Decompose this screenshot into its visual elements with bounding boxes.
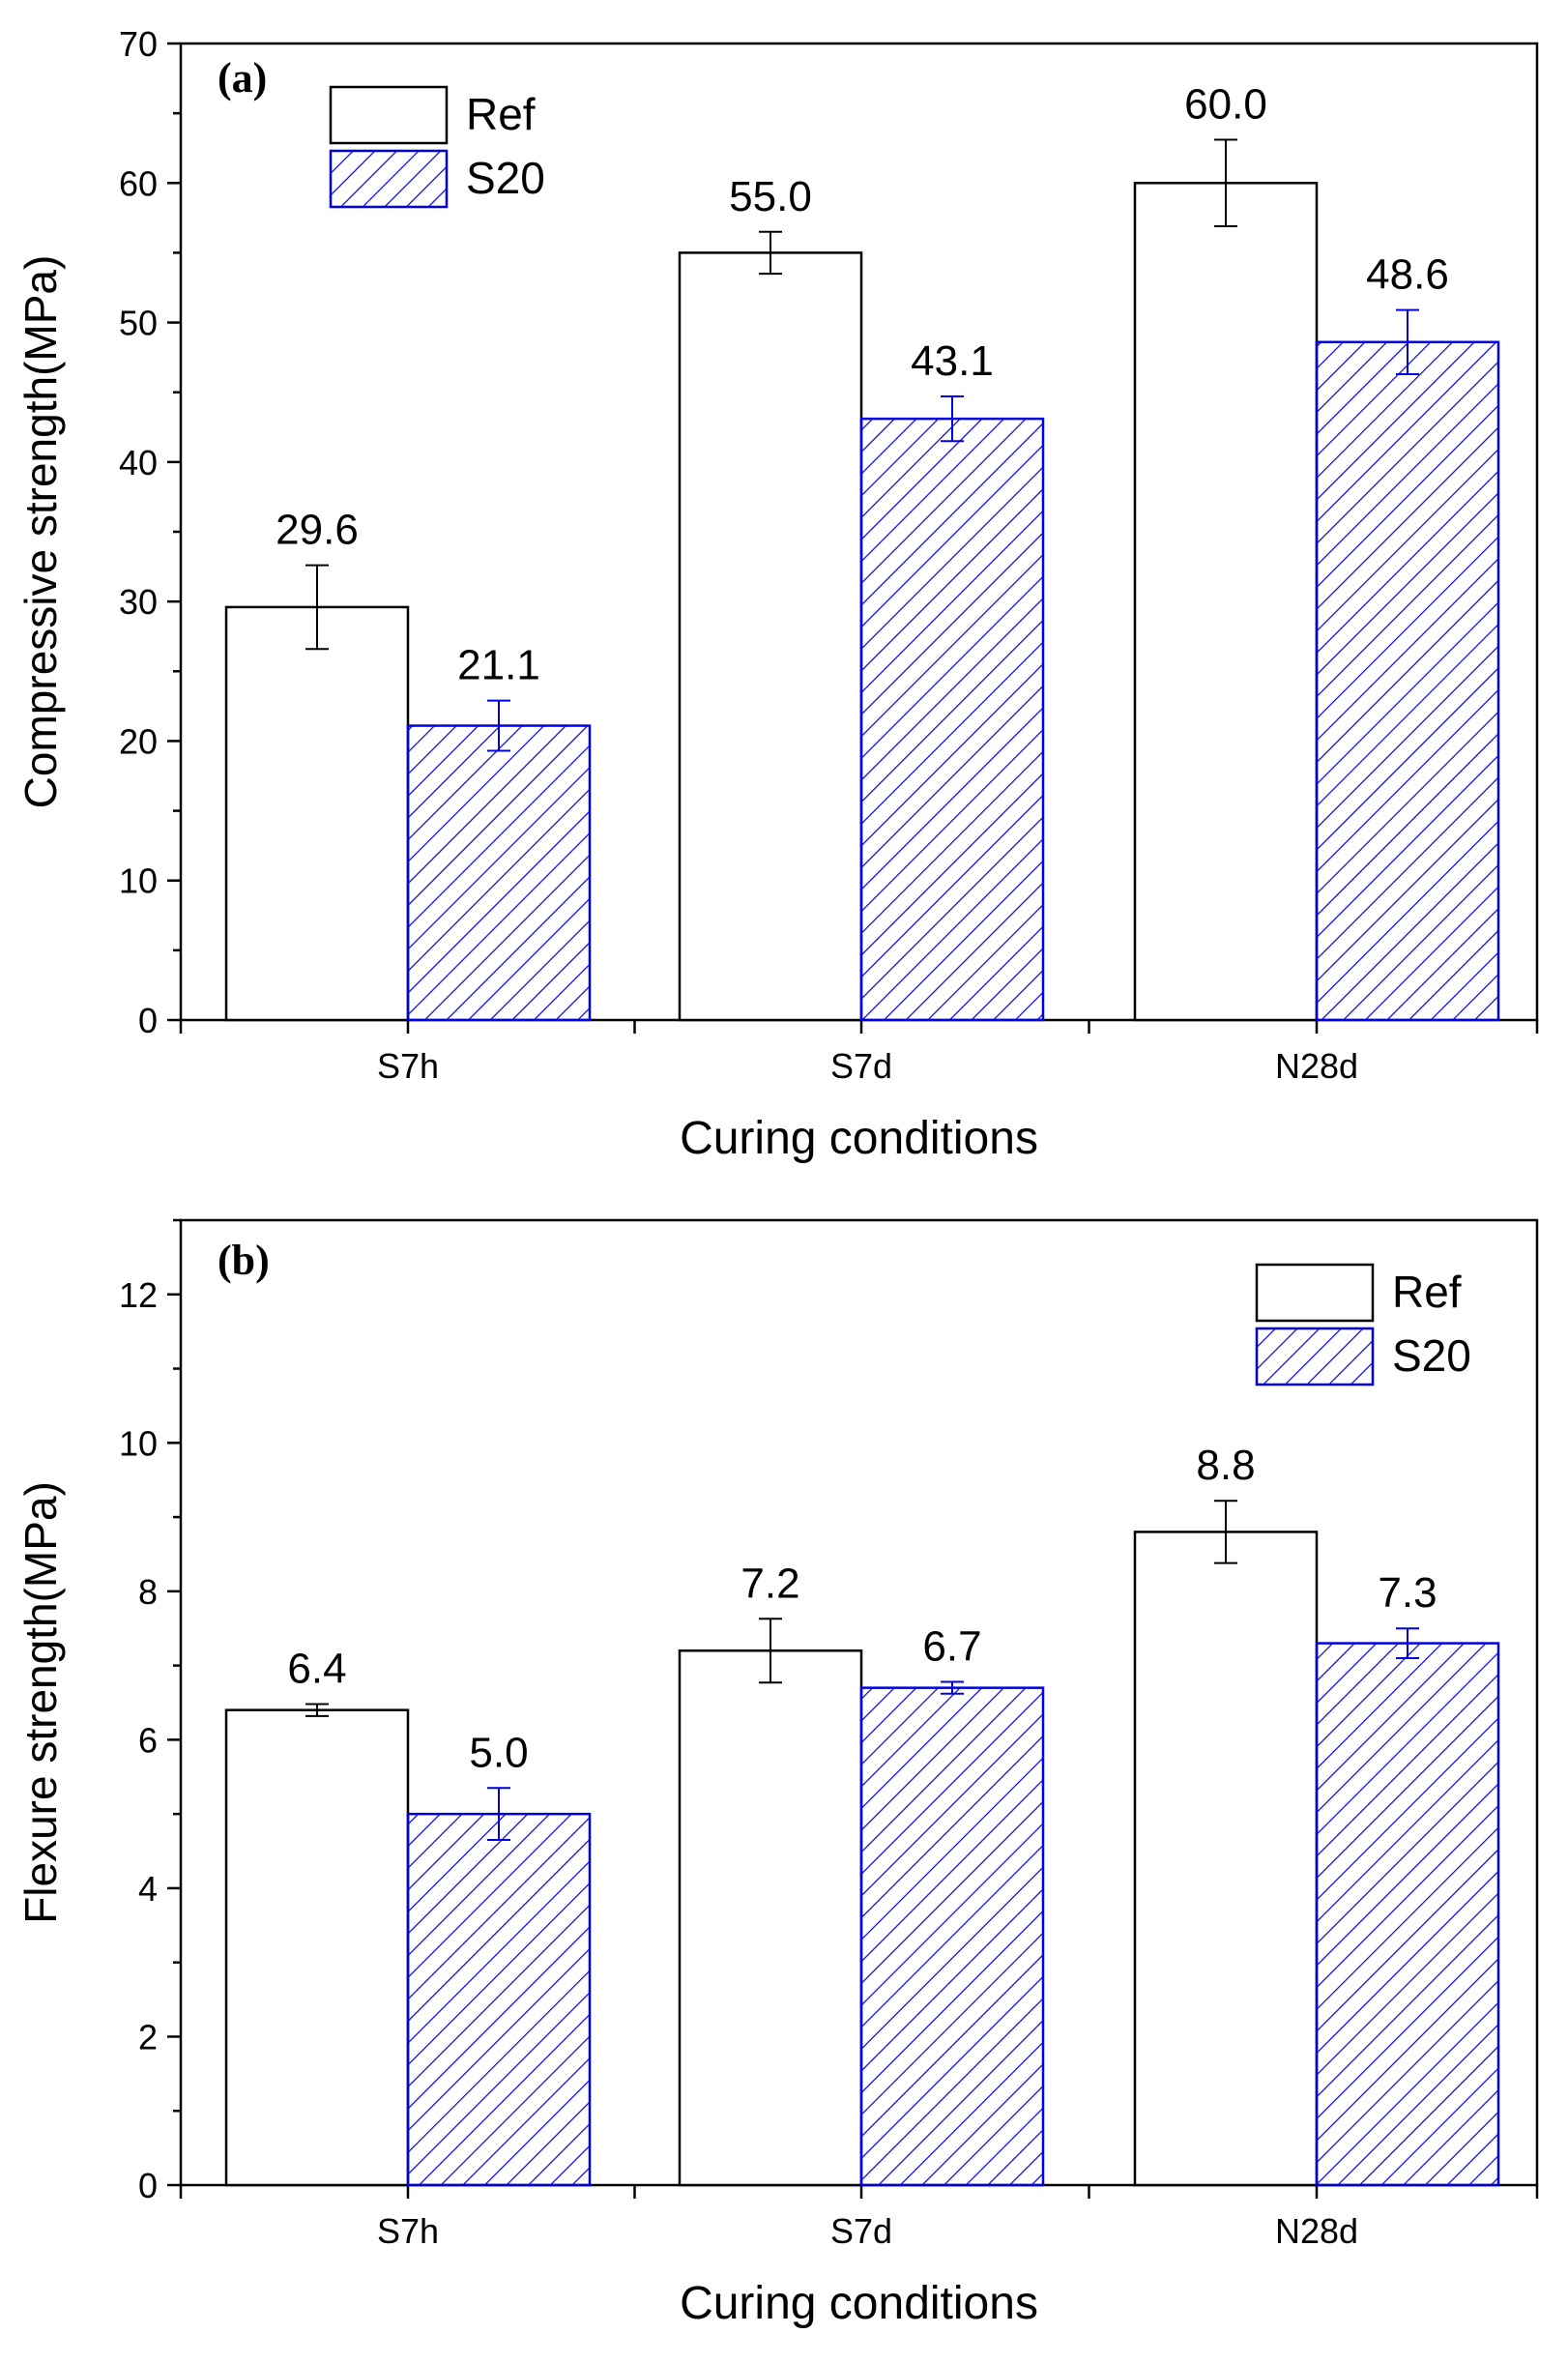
bar-s20-n28d <box>1315 1642 1500 2187</box>
data-label: 60.0 <box>1184 81 1267 129</box>
data-label: 43.1 <box>911 337 994 385</box>
panel-label: (b) <box>218 1237 270 1284</box>
panel-a: 0 10 20 30 40 50 60 70 S7h S7d N28d Curing conditio… <box>15 24 1539 1164</box>
x-tick-label: S7h <box>377 2211 439 2251</box>
bar-s20-s7d <box>859 1686 1045 2187</box>
x-tick-label: N28d <box>1275 1046 1358 1086</box>
y-tick-label: 4 <box>138 1869 158 1909</box>
y-tick-label: 0 <box>138 2166 158 2205</box>
y-axis-title: Compressive strength(MPa) <box>15 255 66 809</box>
data-label: 6.4 <box>287 1646 346 1693</box>
bar-ref-n28d <box>1133 182 1319 1022</box>
legend-label-s20: S20 <box>1392 1330 1471 1381</box>
panel-label: (a) <box>218 54 267 102</box>
bar-ref-s7d <box>678 1649 863 2187</box>
x-axis-title: Curing conditions <box>680 1113 1038 1164</box>
bar-ref-s7h <box>224 1708 410 2187</box>
y-tick-label: 6 <box>138 1720 158 1760</box>
data-label: 7.2 <box>740 1560 799 1607</box>
legend-swatch-s20 <box>329 149 449 209</box>
data-label: 6.7 <box>922 1623 981 1671</box>
data-label: 48.6 <box>1366 251 1449 299</box>
bar-s20-s7h <box>406 724 592 1022</box>
bar-ref-n28d <box>1133 1531 1319 2187</box>
x-tick-label: N28d <box>1275 2211 1358 2251</box>
legend-swatch-s20 <box>1255 1327 1375 1386</box>
legend-swatch-ref <box>329 85 449 145</box>
bar-ref-s7h <box>224 605 410 1022</box>
bar-s20-n28d <box>1315 340 1500 1022</box>
x-tick-label: S7d <box>830 1046 892 1086</box>
y-tick-label: 12 <box>119 1275 158 1315</box>
data-label: 7.3 <box>1378 1569 1437 1617</box>
legend-label-ref: Ref <box>1392 1267 1462 1317</box>
y-axis-title: Flexure strength(MPa) <box>15 1481 66 1924</box>
data-label: 29.6 <box>276 507 359 554</box>
data-label: 21.1 <box>457 642 540 689</box>
x-tick-label: S7h <box>377 1046 439 1086</box>
y-tick-label: 10 <box>119 861 158 901</box>
y-tick-label: 0 <box>138 1001 158 1040</box>
legend-label-ref: Ref <box>466 89 536 139</box>
legend-label-s20: S20 <box>466 153 545 203</box>
y-tick-label: 50 <box>119 304 158 343</box>
y-tick-label: 40 <box>119 443 158 482</box>
x-tick-label: S7d <box>830 2211 892 2251</box>
bar-s20-s7d <box>859 417 1045 1022</box>
data-label: 8.8 <box>1196 1442 1255 1489</box>
y-tick-label: 30 <box>119 582 158 622</box>
y-tick-label: 10 <box>119 1423 158 1463</box>
y-tick-label: 8 <box>138 1572 158 1612</box>
y-tick-label: 70 <box>119 24 158 64</box>
panel-b: 0 2 4 6 8 10 12 S7h S7d N28d Curing conditions Flex… <box>15 1218 1539 2329</box>
data-label: 5.0 <box>469 1729 528 1776</box>
x-axis-title: Curing conditions <box>680 2278 1038 2329</box>
legend-swatch-ref <box>1255 1263 1375 1323</box>
y-tick-label: 20 <box>119 721 158 761</box>
data-label: 55.0 <box>729 173 812 220</box>
y-tick-label: 60 <box>119 163 158 203</box>
y-tick-label: 2 <box>138 2017 158 2057</box>
bar-ref-s7d <box>678 251 863 1022</box>
bar-s20-s7h <box>406 1812 592 2187</box>
